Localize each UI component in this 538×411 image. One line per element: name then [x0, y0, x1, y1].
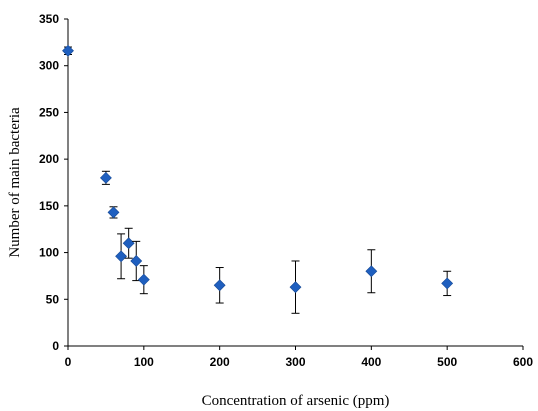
y-tick-label: 50: [46, 292, 60, 306]
y-tick-label: 0: [52, 339, 59, 353]
x-tick-label: 600: [513, 355, 533, 369]
data-point: [289, 281, 302, 294]
data-point: [130, 255, 143, 267]
x-tick-label: 100: [134, 355, 154, 369]
y-axis-label: Number of main bacteria: [7, 107, 23, 258]
data-point: [122, 237, 135, 250]
data-points: [62, 44, 454, 314]
x-axis-label: Concentration of arsenic (ppm): [202, 393, 390, 409]
data-point: [441, 277, 454, 290]
axes: [64, 18, 524, 350]
y-tick-label: 350: [39, 12, 59, 26]
data-point: [99, 171, 112, 184]
data-point: [137, 273, 150, 286]
data-point: [107, 206, 120, 219]
data-point: [213, 279, 226, 292]
y-tick-label: 300: [39, 59, 59, 73]
x-tick-label: 300: [285, 355, 305, 369]
data-point: [115, 250, 128, 263]
tick-labels: 0 50 100 150 200 250 300 350 0 100 200 300 400 500 600: [39, 12, 533, 369]
x-tick-label: 500: [437, 355, 457, 369]
data-point: [365, 265, 378, 278]
x-tick-label: 200: [210, 355, 230, 369]
y-tick-label: 250: [39, 105, 59, 119]
y-tick-label: 150: [39, 199, 59, 213]
y-tick-label: 200: [39, 152, 59, 166]
x-tick-label: 0: [65, 355, 72, 369]
x-tick-label: 400: [361, 355, 381, 369]
data-point: [62, 44, 74, 57]
y-tick-label: 100: [39, 246, 59, 260]
